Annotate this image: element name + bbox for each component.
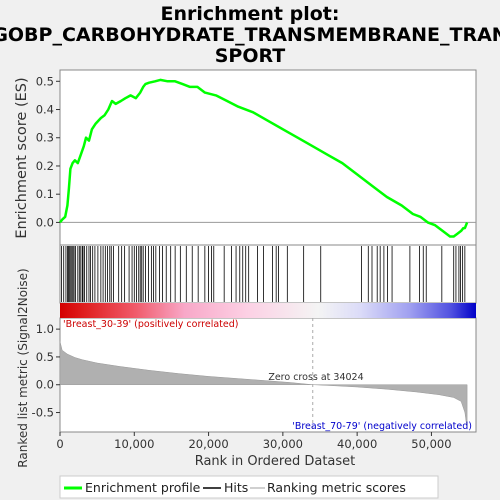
es-panel bbox=[59, 69, 477, 246]
x-tick-label: 20,000 bbox=[188, 437, 228, 451]
rank-color-bar bbox=[60, 303, 476, 318]
es-tick-label: 0.0 bbox=[36, 215, 54, 229]
legend-box bbox=[59, 475, 439, 499]
metric-tick-label: -0.5 bbox=[32, 406, 54, 420]
metric-area bbox=[59, 318, 468, 432]
es-tick-label: 0.5 bbox=[36, 74, 54, 88]
es-axis-label: Enrichment score (ES) bbox=[14, 77, 30, 238]
es-axis: 0.0 0.1 0.2 0.3 0.4 0.5 bbox=[36, 74, 60, 229]
x-tick-label: 30,000 bbox=[263, 437, 303, 451]
es-tick-label: 0.4 bbox=[36, 103, 54, 117]
x-axis: 0 10,000 20,000 30,000 40,000 50,000 bbox=[56, 432, 452, 451]
x-tick-label: 0 bbox=[56, 437, 63, 451]
legend-es-label: Enrichment profile bbox=[85, 480, 201, 495]
zero-cross-label: Zero cross at 34024 bbox=[268, 372, 363, 383]
negative-label: 'Breast_70-79' (negatively correlated) bbox=[292, 421, 472, 432]
ranking-metric-area bbox=[59, 341, 468, 430]
x-tick-label: 40,000 bbox=[337, 437, 377, 451]
chart-title-line-3: SPORT bbox=[215, 45, 286, 67]
enrichment-profile-line bbox=[59, 78, 469, 238]
hit-markers bbox=[61, 246, 466, 302]
metric-tick-label: 0.5 bbox=[36, 350, 54, 364]
x-tick-label: 10,000 bbox=[114, 437, 154, 451]
x-tick-label: 50,000 bbox=[411, 437, 451, 451]
es-line bbox=[59, 78, 469, 238]
chart-title-line-2: GOBP_CARBOHYDRATE_TRANSMEMBRANE_TRAN bbox=[0, 24, 500, 46]
es-tick-label: 0.2 bbox=[36, 159, 54, 173]
positive-label: 'Breast_30-39' (positively correlated) bbox=[63, 319, 239, 330]
metric-tick-label: 1.0 bbox=[36, 322, 54, 336]
metric-axis: -0.5 0.0 0.5 1.0 bbox=[32, 322, 60, 420]
rank-gradient-bar bbox=[60, 303, 476, 318]
legend: Enrichment profile Hits Ranking metric s… bbox=[59, 475, 439, 499]
metric-tick-label: 0.0 bbox=[36, 378, 54, 392]
chart-title-line-1: Enrichment plot: bbox=[161, 3, 340, 25]
es-tick-label: 0.1 bbox=[36, 187, 54, 201]
es-tick-label: 0.3 bbox=[36, 131, 54, 145]
x-axis-label: Rank in Ordered Dataset bbox=[195, 454, 356, 469]
legend-metric-label: Ranking metric scores bbox=[267, 480, 406, 495]
hits-panel bbox=[59, 244, 477, 304]
legend-hits-label: Hits bbox=[224, 480, 248, 495]
metric-axis-label: Ranked list metric (Signal2Noise) bbox=[16, 268, 30, 467]
